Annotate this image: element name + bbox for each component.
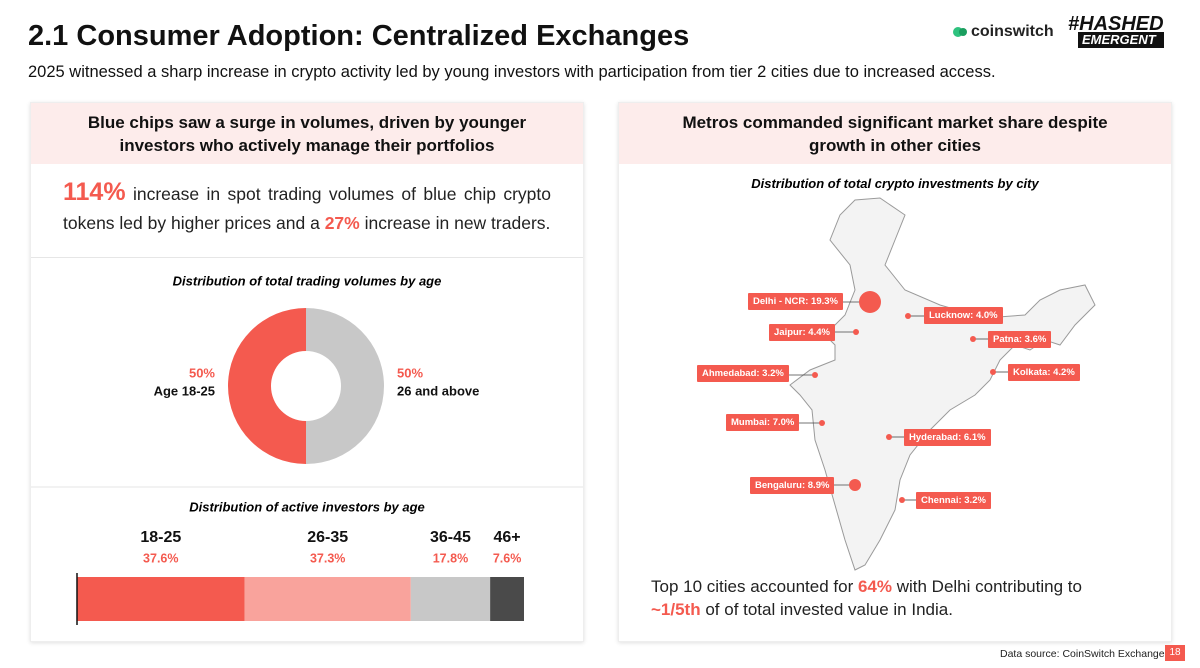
highlight: 114% <box>63 178 126 206</box>
donut-segment <box>228 308 306 464</box>
city-label: Hyderabad: 6.1% <box>904 429 991 446</box>
bar-segment <box>410 577 491 621</box>
highlight: 27% <box>324 213 360 233</box>
map-title: Distribution of total crypto investments… <box>751 176 1039 191</box>
highlight: ~1/5th <box>651 600 701 619</box>
logo-coinswitch: coinswitch <box>952 23 1054 41</box>
city-label: Ahmedabad: 3.2% <box>697 365 789 382</box>
stacked-bar-chart: Distribution of active investors by age … <box>76 499 524 625</box>
text: increase in new traders. <box>359 213 551 233</box>
left-panel: Blue chips saw a surge in volumes, drive… <box>30 102 584 642</box>
text: Top 10 cities accounted for <box>651 577 858 596</box>
title: 2.1 Consumer Adoption: Centralized Excha… <box>28 20 690 52</box>
text: with Delhi contributing to <box>892 577 1082 596</box>
highlight: 64% <box>857 577 892 596</box>
map-footer: Top 10 cities accounted for 64% with Del… <box>651 575 1131 621</box>
city-label: Jaipur: 4.4% <box>769 324 835 341</box>
city-label: Kolkata: 4.2% <box>1008 364 1080 381</box>
value-label: 37.3% <box>310 551 345 565</box>
bar-segment <box>244 577 411 621</box>
city-label: Delhi - NCR: 19.3% <box>748 293 843 310</box>
value-label: 50% <box>397 365 423 380</box>
page-number: 18 <box>1165 645 1185 661</box>
source: Data source: CoinSwitch Exchange <box>1000 648 1165 660</box>
chart-title: Distribution of active investors by age <box>189 499 425 514</box>
city-label: Lucknow: 4.0% <box>924 307 1003 324</box>
logo-text: coinswitch <box>971 23 1054 40</box>
logo-text: #HASHED <box>1068 13 1164 35</box>
text: of of total invested value in India. <box>700 600 953 619</box>
city-label: Mumbai: 7.0% <box>726 414 800 431</box>
bar-segment <box>490 577 524 621</box>
donut-segment <box>306 308 384 464</box>
category-label: 26 and above <box>397 383 479 398</box>
category-label: Age 18-25 <box>154 383 215 398</box>
category-label: 46+ <box>493 529 520 546</box>
value-label: 17.8% <box>433 551 468 565</box>
text: increase in spot trading volumes of blue… <box>63 184 551 233</box>
category-label: 26-35 <box>307 529 348 546</box>
logo-hashed: #HASHED EMERGENT <box>1068 13 1164 48</box>
highlight-text: 114% increase in spot trading volumes of… <box>31 164 583 258</box>
city-label: Bengaluru: 8.9% <box>750 477 835 494</box>
chart-title: Distribution of total trading volumes by… <box>173 273 442 288</box>
panel-heading: Blue chips saw a surge in volumes, drive… <box>31 103 583 164</box>
panel-heading: Metros commanded significant market shar… <box>619 103 1171 164</box>
logo-icon <box>953 27 967 37</box>
logo-text: EMERGENT <box>1078 32 1164 48</box>
category-label: 18-25 <box>140 529 181 546</box>
donut-chart: Distribution of total trading volumes by… <box>31 273 583 488</box>
value-label: 50% <box>189 365 215 380</box>
bar-segment <box>77 577 245 621</box>
city-label: Chennai: 3.2% <box>916 492 991 509</box>
value-label: 37.6% <box>143 551 178 565</box>
value-label: 7.6% <box>493 551 522 565</box>
city-label: Patna: 3.6% <box>988 331 1052 348</box>
subtitle: 2025 witnessed a sharp increase in crypt… <box>28 63 996 81</box>
category-label: 36-45 <box>430 529 471 546</box>
